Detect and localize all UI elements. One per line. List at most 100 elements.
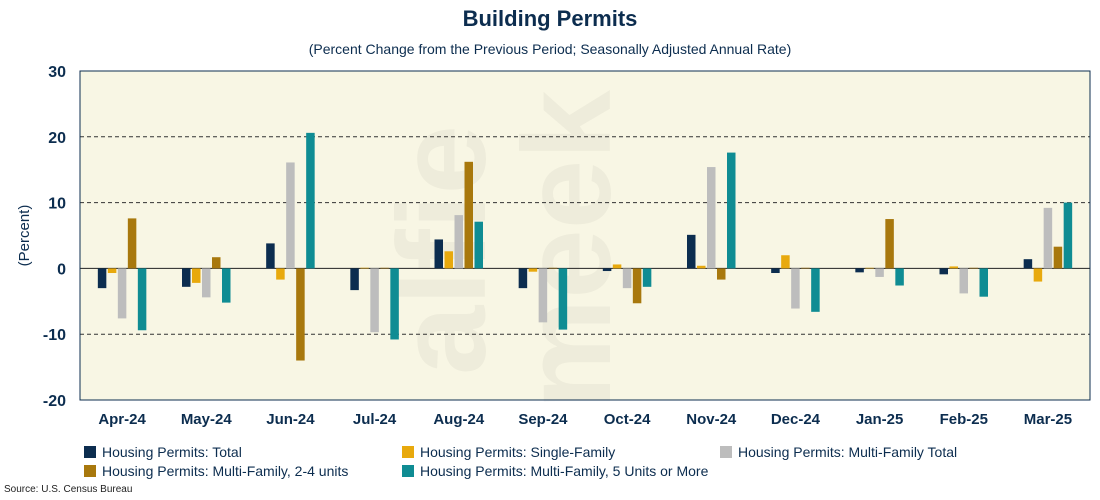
x-tick-label: Nov-24 bbox=[686, 411, 737, 428]
chart-title: Building Permits bbox=[462, 6, 638, 31]
x-tick-label: Jan-25 bbox=[856, 411, 904, 428]
plot-border bbox=[79, 70, 1091, 401]
bar bbox=[558, 268, 568, 330]
bar bbox=[528, 268, 538, 272]
y-axis-label: (Percent) bbox=[16, 205, 33, 267]
bar bbox=[182, 268, 191, 287]
legend-label: Housing Permits: Total bbox=[102, 444, 242, 460]
bar bbox=[865, 267, 874, 269]
chart-subtitle: (Percent Change from the Previous Period… bbox=[308, 41, 792, 57]
x-tick-label: Apr-24 bbox=[98, 411, 146, 428]
bar bbox=[1053, 246, 1063, 269]
bar bbox=[464, 161, 473, 269]
bar bbox=[855, 268, 864, 273]
bar bbox=[979, 268, 988, 297]
bar bbox=[885, 219, 894, 269]
bar bbox=[380, 267, 389, 269]
bar bbox=[1063, 202, 1073, 269]
legend-label: Housing Permits: Multi-Family, 5 Units o… bbox=[420, 463, 709, 479]
watermark-word: meek bbox=[498, 90, 637, 410]
bar bbox=[222, 268, 231, 303]
y-tick-label: 0 bbox=[57, 261, 66, 278]
legend-label: Housing Permits: Single-Family bbox=[420, 444, 616, 460]
legend-item: Housing Permits: Multi-Family Total bbox=[720, 444, 957, 460]
y-tick-label: 30 bbox=[48, 64, 66, 81]
bar bbox=[454, 215, 463, 269]
bar bbox=[811, 268, 820, 312]
bar bbox=[370, 268, 379, 333]
bar bbox=[107, 268, 117, 274]
bar bbox=[117, 268, 127, 319]
bar bbox=[1033, 268, 1043, 282]
bar bbox=[97, 268, 107, 289]
legend-swatch bbox=[84, 465, 96, 477]
x-tick-label: Sep-24 bbox=[518, 411, 568, 428]
bar bbox=[687, 234, 696, 269]
bar bbox=[212, 257, 221, 269]
bar bbox=[895, 268, 904, 286]
bar bbox=[390, 268, 399, 340]
bar bbox=[875, 268, 884, 277]
bar bbox=[1023, 259, 1033, 269]
bar bbox=[717, 268, 726, 280]
plot-area bbox=[80, 71, 1090, 400]
bar bbox=[612, 264, 622, 269]
bar bbox=[642, 268, 652, 287]
bar bbox=[949, 266, 958, 269]
bar bbox=[127, 218, 137, 269]
x-tick-label: Dec-24 bbox=[771, 411, 821, 428]
bar bbox=[801, 267, 810, 269]
bar bbox=[727, 152, 736, 269]
bar bbox=[296, 268, 305, 361]
x-tick-label: Mar-25 bbox=[1024, 411, 1072, 428]
legend-item: Housing Permits: Multi-Family, 2-4 units bbox=[84, 463, 348, 479]
bar bbox=[286, 162, 295, 269]
x-tick-label: Oct-24 bbox=[604, 411, 651, 428]
bar bbox=[959, 268, 968, 294]
bar bbox=[444, 251, 453, 269]
bar bbox=[538, 268, 548, 323]
bar bbox=[697, 265, 706, 269]
x-tick-label: Jul-24 bbox=[353, 411, 397, 428]
legend-label: Housing Permits: Multi-Family, 2-4 units bbox=[102, 463, 349, 479]
bar bbox=[518, 268, 528, 289]
bar bbox=[360, 267, 369, 269]
bar bbox=[969, 267, 978, 269]
legend-swatch bbox=[402, 446, 414, 458]
legend-label: Housing Permits: Multi-Family Total bbox=[738, 444, 958, 460]
bar bbox=[434, 239, 443, 269]
y-tick-label: -20 bbox=[43, 393, 66, 410]
y-tick-label: -10 bbox=[43, 327, 66, 344]
x-tick-label: Aug-24 bbox=[433, 411, 484, 428]
bar bbox=[474, 221, 483, 269]
chart-legend: Housing Permits: Total Housing Permits: S… bbox=[84, 444, 1084, 484]
bar bbox=[939, 268, 948, 275]
bar bbox=[632, 268, 642, 304]
bar bbox=[707, 167, 716, 269]
bar bbox=[306, 132, 315, 269]
legend-item: Housing Permits: Single-Family bbox=[402, 444, 615, 460]
bar bbox=[771, 268, 780, 274]
y-tick-label: 10 bbox=[48, 196, 66, 213]
bar bbox=[602, 268, 612, 272]
legend-item: Housing Permits: Total bbox=[84, 444, 242, 460]
bar bbox=[350, 268, 359, 291]
legend-swatch bbox=[720, 446, 732, 458]
bar bbox=[622, 268, 632, 289]
bar bbox=[276, 268, 285, 280]
x-tick-label: May-24 bbox=[181, 411, 233, 428]
bar bbox=[202, 268, 211, 298]
x-tick-label: Jun-24 bbox=[266, 411, 315, 428]
legend-swatch bbox=[84, 446, 96, 458]
bar bbox=[137, 268, 147, 331]
bar bbox=[791, 268, 800, 309]
bar bbox=[1043, 207, 1053, 269]
legend-swatch bbox=[402, 465, 414, 477]
y-tick-label: 20 bbox=[48, 130, 66, 147]
bar bbox=[781, 255, 790, 269]
bar bbox=[266, 243, 275, 269]
bar bbox=[192, 268, 201, 283]
source-note: Source: U.S. Census Bureau bbox=[4, 484, 133, 495]
